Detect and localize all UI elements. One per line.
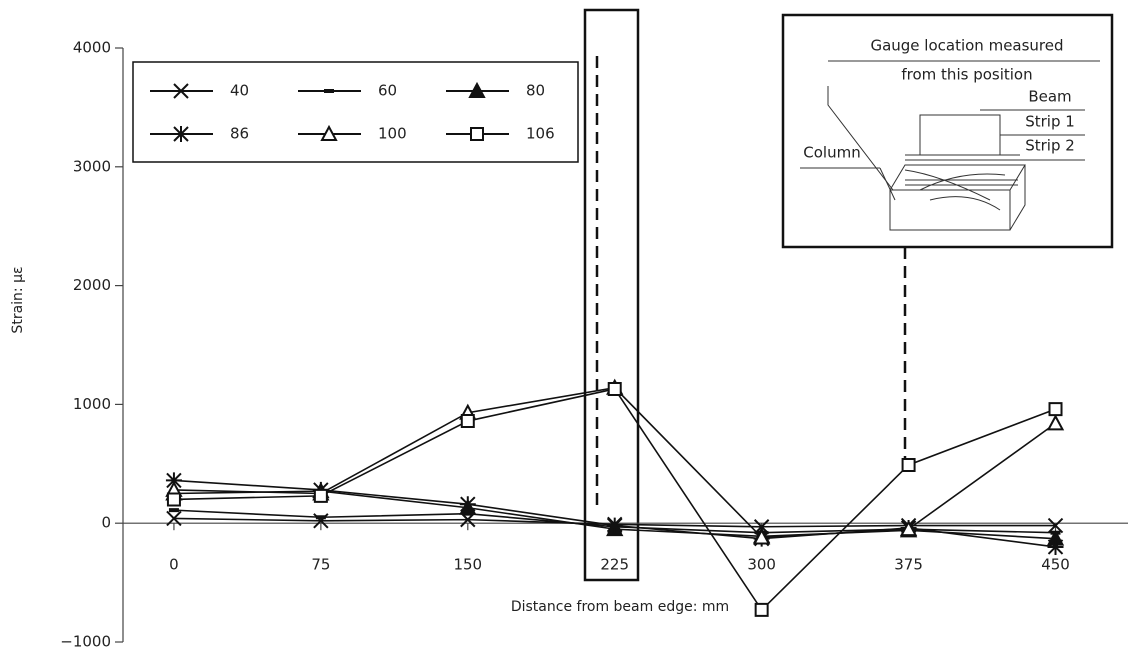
marker bbox=[1049, 416, 1063, 429]
x-tick-label: 225 bbox=[600, 556, 629, 574]
legend-label: 106 bbox=[526, 125, 555, 143]
x-tick-label: 375 bbox=[894, 556, 923, 574]
y-tick-label: 4000 bbox=[73, 39, 111, 57]
x-tick-label: 75 bbox=[311, 556, 330, 574]
x-tick-label: 0 bbox=[169, 556, 179, 574]
chart: Strain: με Distance from beam edge: mm G… bbox=[0, 0, 1128, 652]
series-line bbox=[174, 480, 1056, 547]
marker bbox=[607, 518, 623, 534]
y-tick-label: 1000 bbox=[73, 395, 111, 413]
y-tick-label: −1000 bbox=[60, 633, 111, 651]
legend-label: 86 bbox=[230, 125, 249, 143]
inset-text: Column bbox=[803, 144, 860, 162]
y-axis-label: Strain: με bbox=[10, 266, 26, 333]
y-tick-label: 0 bbox=[101, 514, 111, 532]
marker bbox=[756, 604, 768, 616]
marker bbox=[168, 493, 180, 505]
legend-label: 60 bbox=[378, 82, 397, 100]
x-tick-label: 300 bbox=[747, 556, 776, 574]
marker bbox=[315, 490, 327, 502]
x-tick-label: 150 bbox=[453, 556, 482, 574]
legend-label: 40 bbox=[230, 82, 249, 100]
inset-text: from this position bbox=[901, 66, 1032, 84]
inset-text: Strip 1 bbox=[1025, 113, 1075, 131]
inset-text: Beam bbox=[1028, 88, 1071, 106]
marker bbox=[903, 459, 915, 471]
legend-box bbox=[133, 62, 578, 162]
highlight-box bbox=[585, 10, 638, 580]
marker bbox=[471, 128, 483, 140]
x-tick-label: 450 bbox=[1041, 556, 1070, 574]
series-line bbox=[174, 388, 1056, 538]
y-tick-label: 3000 bbox=[73, 157, 111, 175]
inset-text: Strip 2 bbox=[1025, 137, 1075, 155]
legend-label: 80 bbox=[526, 82, 545, 100]
x-axis-label: Distance from beam edge: mm bbox=[511, 599, 729, 615]
marker bbox=[462, 415, 474, 427]
inset: Gauge location measured from this positi… bbox=[783, 15, 1112, 247]
series-line bbox=[174, 389, 1056, 610]
marker bbox=[460, 496, 476, 512]
inset-text: Gauge location measured bbox=[870, 37, 1063, 55]
legend-label: 100 bbox=[378, 125, 407, 143]
marker bbox=[609, 383, 621, 395]
marker bbox=[173, 126, 189, 142]
marker bbox=[1048, 539, 1064, 555]
y-tick-label: 2000 bbox=[73, 276, 111, 294]
marker bbox=[1050, 403, 1062, 415]
